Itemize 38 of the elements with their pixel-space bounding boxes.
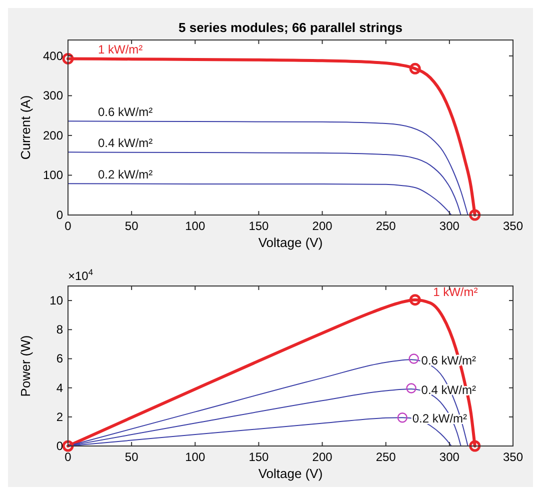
x-tick-label: 50 <box>124 219 139 233</box>
y-tick-label: 4 <box>56 380 64 395</box>
series-label: 0.6 kW/m² <box>98 105 153 120</box>
series-label: 1 kW/m² <box>98 42 143 57</box>
x-tick-label: 250 <box>376 450 396 464</box>
y-axis-title: Current (A) <box>18 95 33 160</box>
x-tick-label: 200 <box>312 219 333 233</box>
x-tick-label: 50 <box>124 450 139 464</box>
y-tick-label: 10 <box>50 294 64 308</box>
series-label: 1 kW/m² <box>433 284 478 299</box>
x-tick-label: 200 <box>312 450 333 464</box>
x-tick-label: 300 <box>439 219 460 233</box>
y-tick-label: 6 <box>56 352 64 366</box>
y-tick-label: 0 <box>56 208 64 222</box>
x-axis-title: Voltage (V) <box>258 466 323 481</box>
chart-title: 5 series modules; 66 parallel strings <box>178 20 402 35</box>
y-tick-label: 300 <box>42 88 64 103</box>
text: ×10$^{4}$ <box>68 267 94 283</box>
x-axis-title: Voltage (V) <box>258 235 323 250</box>
y-axis-title: Power (W) <box>18 335 33 397</box>
x-tick-label: 100 <box>185 450 206 464</box>
x-tick-label: 350 <box>502 450 524 464</box>
x-tick-label: 350 <box>502 219 524 233</box>
x-tick-label: 150 <box>248 219 270 233</box>
x-tick-label: 250 <box>376 219 396 233</box>
y-tick-label: 200 <box>42 128 64 142</box>
y-tick-label: 400 <box>42 48 64 63</box>
y-tick-label: 100 <box>42 168 64 182</box>
x-tick-label: 0 <box>64 219 72 233</box>
x-tick-label: 300 <box>439 450 460 464</box>
y-tick-label: 0 <box>56 439 64 453</box>
y-tick-label: 2 <box>56 410 64 424</box>
x-tick-label: 100 <box>185 219 206 233</box>
x-tick-label: 0 <box>64 450 72 464</box>
y-tick-label: 8 <box>56 322 64 337</box>
x-tick-label: 150 <box>248 450 270 464</box>
series-label: 0.4 kW/m² <box>98 136 153 150</box>
series-label: 0.2 kW/m² <box>98 168 153 182</box>
